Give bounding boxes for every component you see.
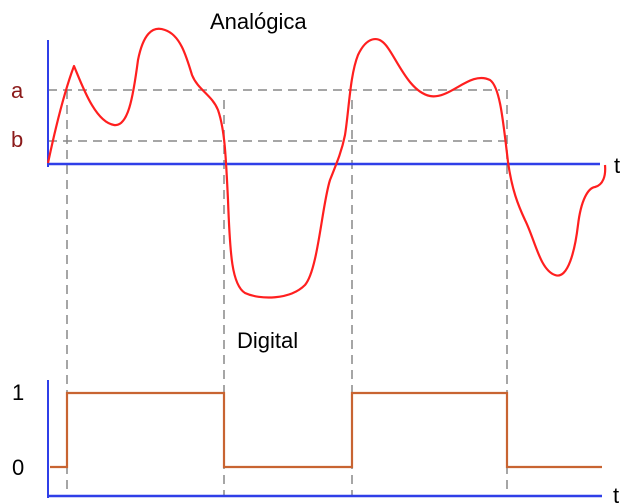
- digital-low-label: 0: [12, 455, 24, 480]
- analog-time-label: t: [614, 153, 620, 178]
- digital-waveform: [50, 391, 602, 469]
- level-b-label: b: [11, 127, 23, 152]
- level-a-label: a: [11, 78, 24, 103]
- digital-title: Digital: [237, 328, 298, 353]
- digital-time-label: t: [613, 483, 619, 503]
- analog-title: Analógica: [210, 9, 307, 34]
- analog-waveform: [46, 27, 607, 299]
- digital-high-label: 1: [12, 380, 24, 405]
